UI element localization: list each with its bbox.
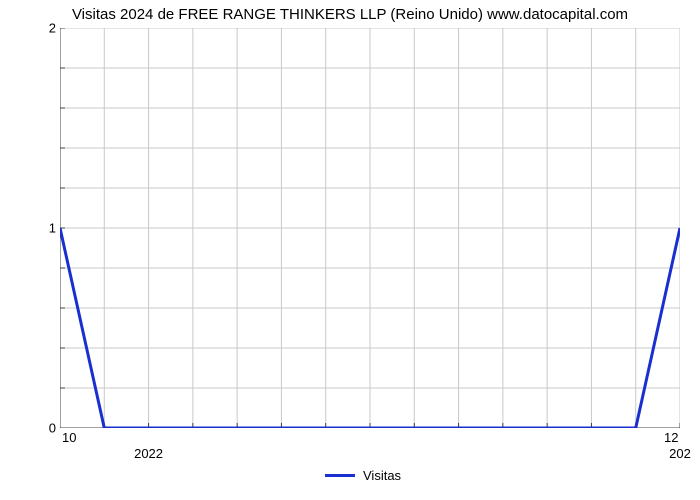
legend-label: Visitas [363, 468, 401, 483]
y-tick-label: 0 [26, 421, 56, 436]
chart-svg [60, 28, 680, 428]
chart-plot [60, 28, 680, 428]
y-tick-label: 2 [26, 21, 56, 36]
x-tick-label-right: 12 [664, 430, 678, 445]
y-tick-label: 1 [26, 221, 56, 236]
x-tick-label-left: 10 [62, 430, 76, 445]
chart-legend: Visitas [325, 468, 401, 483]
legend-swatch [325, 474, 355, 477]
x-tick-label-below: 202 [669, 446, 691, 461]
chart-title: Visitas 2024 de FREE RANGE THINKERS LLP … [0, 6, 700, 23]
x-tick-label-below: 2022 [134, 446, 163, 461]
